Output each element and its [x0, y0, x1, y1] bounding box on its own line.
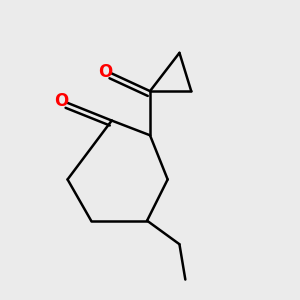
- Text: O: O: [98, 63, 112, 81]
- Text: O: O: [54, 92, 68, 110]
